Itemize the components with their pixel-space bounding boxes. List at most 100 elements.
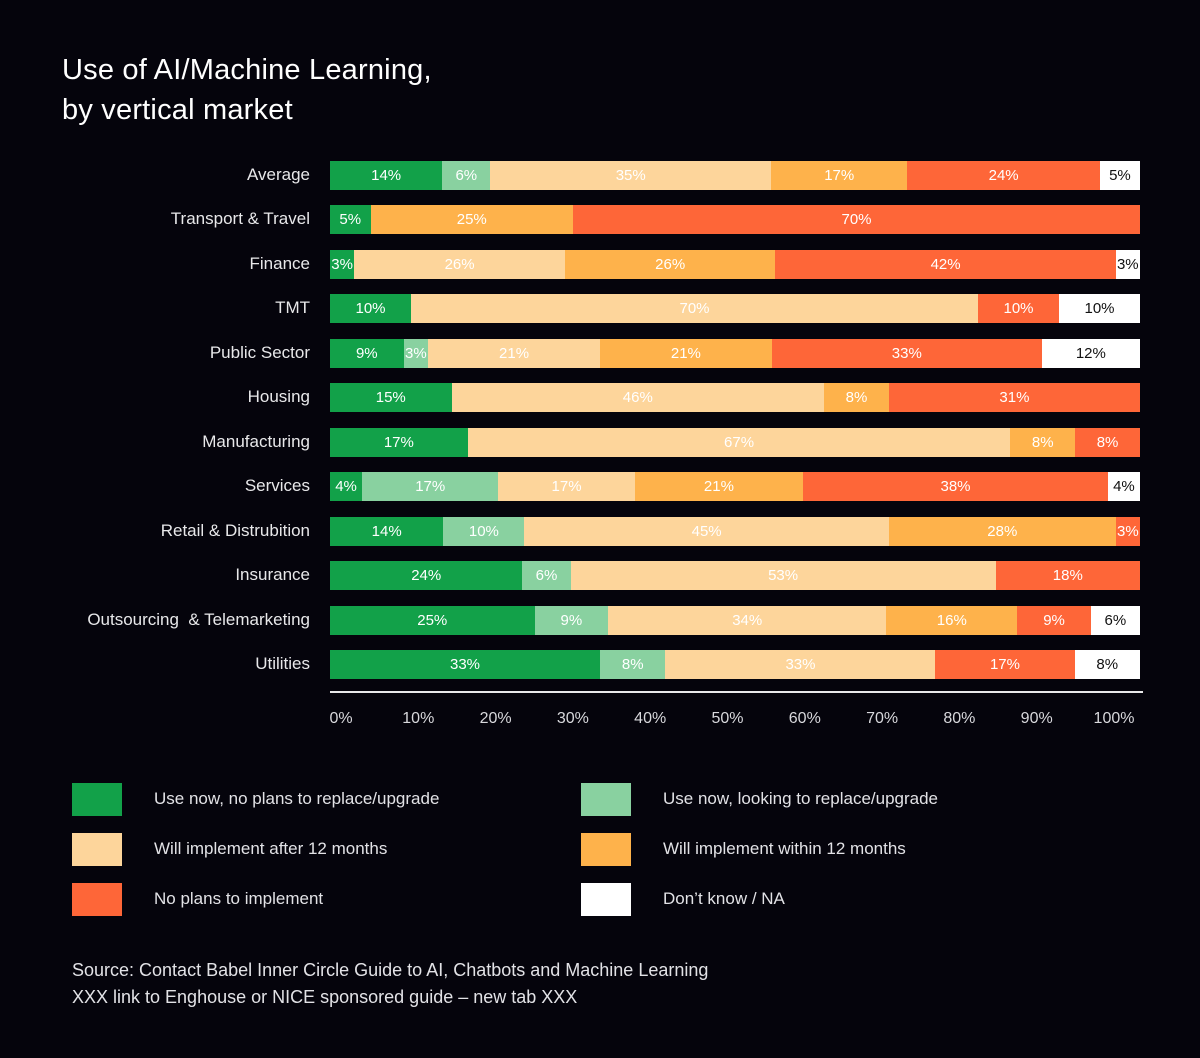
legend-item-don-t-know-na: Don’t know / NA	[581, 882, 785, 916]
bar-segment-outsourcing-and-telemarketing-use-now-no-plans-to-replace-upgrade: 25%	[330, 605, 535, 635]
legend-label: Will implement within 12 months	[663, 839, 906, 858]
bar-segment-average-will-implement-after-12-months: 35%	[490, 161, 772, 190]
category-label-manufacturing: Manufacturing	[202, 431, 310, 451]
x-tick-label: 40%	[634, 710, 667, 727]
bar-row-finance: 3% 26% 26% 42% 3%	[330, 249, 1140, 279]
bar-segment-services-no-plans-to-implement: 38%	[803, 472, 1108, 502]
bar-segment-manufacturing-will-implement-within-12-months: 8%	[1010, 427, 1076, 457]
data-label: 6%	[535, 567, 558, 585]
data-label: 33%	[785, 655, 816, 673]
data-label: 17%	[551, 478, 582, 496]
data-label: 35%	[615, 167, 646, 184]
bar-row-manufacturing: 17% 67% 8% 8%	[330, 427, 1140, 457]
legend-item-will-implement-after-12-months: Will implement after 12 months	[72, 832, 387, 866]
x-tick-label: 0%	[329, 710, 353, 727]
bar-segment-outsourcing-and-telemarketing-will-implement-after-12-months: 34%	[608, 605, 887, 635]
bar-segment-public-sector-use-now-no-plans-to-replace-upgrade: 9%	[330, 338, 404, 368]
data-label: 3%	[1116, 255, 1139, 273]
category-label-housing: Housing	[247, 387, 310, 407]
bar-row-utilities: 33% 8% 33% 17% 8%	[330, 649, 1140, 679]
bar-row-transport-and-travel: 5% 25% 70%	[330, 205, 1140, 235]
data-label: 18%	[1052, 567, 1083, 585]
data-label: 21%	[670, 344, 701, 362]
bar-segment-average-will-implement-within-12-months: 17%	[771, 161, 908, 190]
bar-segment-retail-and-distrubition-will-implement-within-12-months: 28%	[888, 516, 1116, 546]
bar-segment-manufacturing-no-plans-to-implement: 8%	[1075, 427, 1140, 457]
bar-segment-finance-use-now-no-plans-to-replace-upgrade: 3%	[330, 249, 355, 279]
x-tick-label: 60%	[788, 710, 821, 727]
data-label: 4%	[1113, 478, 1135, 496]
bar-segment-public-sector-no-plans-to-implement: 33%	[771, 338, 1042, 368]
bar-segment-services-don-t-know-na: 4%	[1107, 472, 1140, 502]
bar-row-retail-and-distrubition: 14% 10% 45% 28% 3%	[330, 516, 1140, 546]
legend-item-use-now-looking-to-replace-upgrade: Use now, looking to replace/upgrade	[581, 782, 938, 816]
data-label: 16%	[936, 611, 967, 629]
data-label: 45%	[691, 522, 722, 540]
bar-segment-transport-and-travel-no-plans-to-implement: 70%	[573, 205, 1140, 235]
data-label: 42%	[930, 255, 961, 273]
legend-label: Don’t know / NA	[663, 889, 785, 908]
x-tick-label: 70%	[866, 710, 899, 727]
bar-segment-retail-and-distrubition-use-now-looking-to-replace-upgrade: 10%	[443, 516, 525, 546]
data-label: 26%	[444, 255, 475, 273]
bar-segment-finance-will-implement-within-12-months: 26%	[564, 249, 776, 279]
bar-segment-retail-and-distrubition-no-plans-to-implement: 3%	[1115, 516, 1140, 546]
bar-segment-insurance-use-now-looking-to-replace-upgrade: 6%	[522, 561, 571, 591]
category-label-average: Average	[246, 165, 310, 184]
data-label: 26%	[655, 255, 686, 273]
data-label: 14%	[371, 522, 402, 540]
bar-segment-outsourcing-and-telemarketing-don-t-know-na: 6%	[1090, 605, 1140, 635]
bar-segment-utilities-use-now-looking-to-replace-upgrade: 8%	[600, 649, 666, 679]
bar-row-insurance: 24% 6% 53% 18%	[330, 561, 1140, 591]
bar-row-outsourcing-and-telemarketing: 25% 9% 34% 16% 9% 6%	[330, 605, 1140, 635]
bar-segment-public-sector-will-implement-after-12-months: 21%	[428, 338, 600, 368]
bar-segment-utilities-don-t-know-na: 8%	[1074, 649, 1140, 679]
chart-title: Use of AI/Machine Learning, by vertical …	[62, 50, 432, 130]
category-label-utilities: Utilities	[255, 653, 310, 673]
bar-segment-average-use-now-looking-to-replace-upgrade: 6%	[442, 161, 491, 190]
legend-label: No plans to implement	[154, 889, 324, 908]
bar-segment-manufacturing-use-now-no-plans-to-replace-upgrade: 17%	[330, 427, 468, 457]
data-label: 21%	[499, 344, 530, 362]
bar-segment-utilities-will-implement-after-12-months: 33%	[665, 649, 936, 679]
data-label: 15%	[375, 389, 406, 407]
legend-swatch	[581, 882, 631, 916]
x-tick-label: 50%	[711, 710, 744, 727]
data-label: 12%	[1075, 344, 1106, 362]
data-label: 3%	[1116, 522, 1139, 540]
legend-label: Use now, no plans to replace/upgrade	[154, 789, 440, 808]
data-label: 38%	[940, 478, 971, 496]
category-label-insurance: Insurance	[235, 565, 310, 585]
data-label: 17%	[415, 478, 446, 496]
source-line-2[interactable]: XXX link to Enghouse or NICE sponsored g…	[72, 987, 578, 1007]
data-label: 6%	[1104, 611, 1127, 629]
bar-row-public-sector: 9% 3% 21% 21% 33% 12%	[330, 338, 1140, 368]
bar-row-housing: 15% 46% 8% 31%	[330, 383, 1140, 413]
x-axis-line	[330, 691, 1143, 693]
data-label: 17%	[383, 433, 414, 451]
data-label: 17%	[989, 655, 1020, 673]
legend-swatch	[72, 882, 122, 916]
data-label: 33%	[891, 344, 922, 362]
bar-segment-average-use-now-no-plans-to-replace-upgrade: 14%	[330, 161, 443, 190]
bar-segment-utilities-use-now-no-plans-to-replace-upgrade: 33%	[330, 649, 600, 679]
data-label: 3%	[405, 344, 427, 362]
bar-segment-retail-and-distrubition-will-implement-after-12-months: 45%	[524, 516, 889, 546]
data-label: 3%	[331, 255, 353, 273]
source-note: Source: Contact Babel Inner Circle Guide…	[72, 957, 708, 1011]
data-label: 10%	[1084, 300, 1115, 318]
data-label: 8%	[845, 389, 868, 407]
bar-segment-tmt-will-implement-after-12-months: 70%	[411, 294, 978, 324]
bar-segment-public-sector-use-now-looking-to-replace-upgrade: 3%	[403, 338, 429, 368]
legend-swatch	[72, 832, 122, 866]
bar-segment-insurance-use-now-no-plans-to-replace-upgrade: 24%	[330, 561, 523, 591]
stacked-bar-chart: Average Transport & Travel Finance TMT Publi…	[87, 161, 1143, 727]
x-tick-label: 80%	[943, 710, 976, 727]
data-label: 31%	[999, 389, 1030, 407]
category-label-outsourcing-and-telemarketing: Outsourcing & Telemarketing	[87, 609, 310, 629]
bar-segment-public-sector-don-t-know-na: 12%	[1041, 338, 1140, 368]
bar-segment-public-sector-will-implement-within-12-months: 21%	[599, 338, 772, 368]
bar-segment-housing-use-now-no-plans-to-replace-upgrade: 15%	[330, 383, 452, 413]
data-label: 8%	[1096, 655, 1119, 673]
data-label: 6%	[455, 167, 478, 184]
